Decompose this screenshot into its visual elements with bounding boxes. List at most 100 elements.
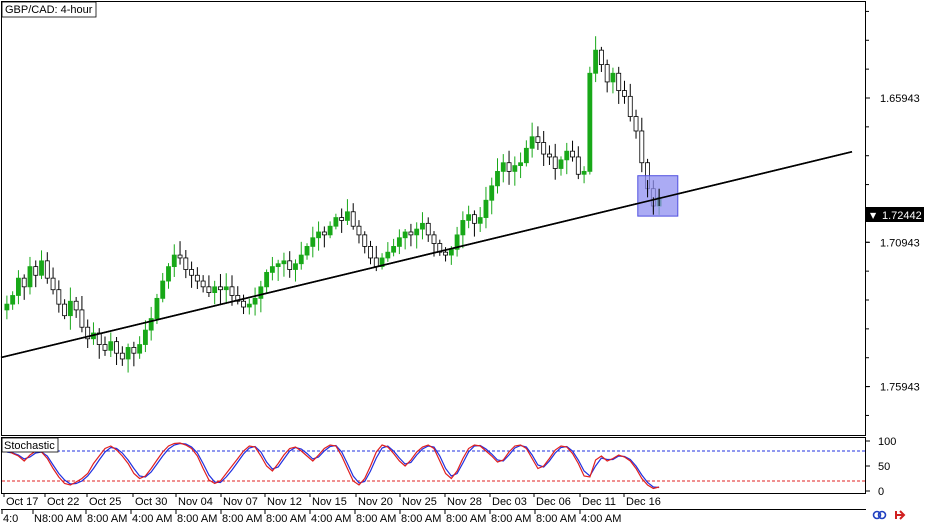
candle xyxy=(604,59,610,93)
price-axis: 1.75943 1.70943 1.65943 xyxy=(866,10,920,416)
candle xyxy=(420,212,425,240)
candle xyxy=(131,341,137,367)
time-label: 8:00 AM xyxy=(401,513,441,525)
candle xyxy=(27,256,33,295)
candle xyxy=(425,217,431,242)
candle xyxy=(356,220,362,244)
candle xyxy=(189,261,195,288)
candle xyxy=(119,346,125,366)
trendline-layer xyxy=(0,150,853,359)
date-label: Nov 12 xyxy=(267,496,302,508)
candle xyxy=(506,150,512,185)
candle xyxy=(489,177,495,215)
candle xyxy=(252,287,258,316)
candle xyxy=(33,260,39,288)
candle xyxy=(67,287,73,330)
date-label: Nov 28 xyxy=(447,496,482,508)
date-label: Nov 25 xyxy=(402,496,437,508)
date-label: Oct 17 xyxy=(6,496,38,508)
candle xyxy=(396,229,402,255)
current-price-marker: ▼ xyxy=(870,211,877,220)
stochastic-axis: 100 50 0 xyxy=(866,436,896,498)
candle xyxy=(16,270,21,305)
candle xyxy=(541,130,547,166)
time-label: 8:00 AM xyxy=(491,513,531,525)
candle xyxy=(616,66,622,104)
candle xyxy=(564,142,570,175)
candle xyxy=(287,251,293,278)
candle xyxy=(235,286,241,305)
candle xyxy=(137,336,143,359)
date-axis: Oct 17 Oct 22 Oct 25 Oct 30 Nov 04 Nov 07 Nov … xyxy=(3,493,661,508)
candle xyxy=(125,343,131,373)
candle xyxy=(91,322,96,345)
candle xyxy=(39,250,44,280)
candle xyxy=(44,252,50,284)
candle xyxy=(402,229,408,250)
candle xyxy=(587,66,593,175)
current-price-box xyxy=(866,207,924,222)
date-label: Oct 22 xyxy=(47,496,79,508)
candle xyxy=(298,241,304,270)
candle xyxy=(166,263,171,289)
candle xyxy=(4,295,10,320)
stochastic-frame xyxy=(1,437,866,494)
candle xyxy=(212,280,218,305)
candle xyxy=(610,67,616,94)
candle xyxy=(183,250,189,279)
link-icon[interactable] xyxy=(872,510,887,520)
candle xyxy=(535,126,541,150)
date-label: Dec 03 xyxy=(492,496,527,508)
candle xyxy=(454,226,460,257)
price-tick-label: 1.65943 xyxy=(880,93,920,105)
candle xyxy=(223,273,229,303)
candle xyxy=(639,117,645,173)
candle xyxy=(333,213,339,230)
candle xyxy=(552,143,558,180)
candle xyxy=(281,252,287,277)
candle xyxy=(581,166,587,184)
candle xyxy=(523,140,529,167)
date-label: Nov 07 xyxy=(223,496,258,508)
candle xyxy=(246,298,252,315)
date-label: Dec 11 xyxy=(582,496,616,508)
candle xyxy=(171,244,177,277)
candle xyxy=(310,226,316,258)
candle xyxy=(269,256,275,281)
candle xyxy=(408,223,414,247)
price-tick-label: 1.70943 xyxy=(880,237,920,249)
candle xyxy=(304,243,310,260)
price-tick-label: 1.75943 xyxy=(880,382,920,394)
candle xyxy=(391,238,397,257)
candle xyxy=(218,274,223,304)
candle xyxy=(62,299,68,320)
candle xyxy=(633,109,639,139)
candle xyxy=(200,275,206,293)
arrow-icon[interactable] xyxy=(895,510,906,520)
time-label: 8:00 AM xyxy=(87,513,127,525)
main-chart-frame xyxy=(1,1,866,436)
candle xyxy=(362,231,368,254)
candle xyxy=(350,203,356,230)
candle xyxy=(114,336,119,366)
trendline-overlay xyxy=(0,150,853,359)
chart-title: GBP/CAD: 4-hour xyxy=(5,4,93,16)
candle xyxy=(627,83,633,122)
date-label: Oct 30 xyxy=(135,496,167,508)
candle xyxy=(512,156,518,186)
candle xyxy=(593,36,599,83)
candle xyxy=(575,146,581,180)
candle xyxy=(477,207,483,232)
candle xyxy=(241,294,246,315)
chart-title-box xyxy=(1,1,97,18)
candle xyxy=(460,211,466,249)
candle xyxy=(229,275,235,306)
candle xyxy=(598,46,604,72)
candles-layer xyxy=(4,36,662,373)
candle xyxy=(142,320,148,353)
candle xyxy=(258,280,264,313)
candle xyxy=(385,242,391,262)
stoch-tick-label: 50 xyxy=(878,461,890,473)
